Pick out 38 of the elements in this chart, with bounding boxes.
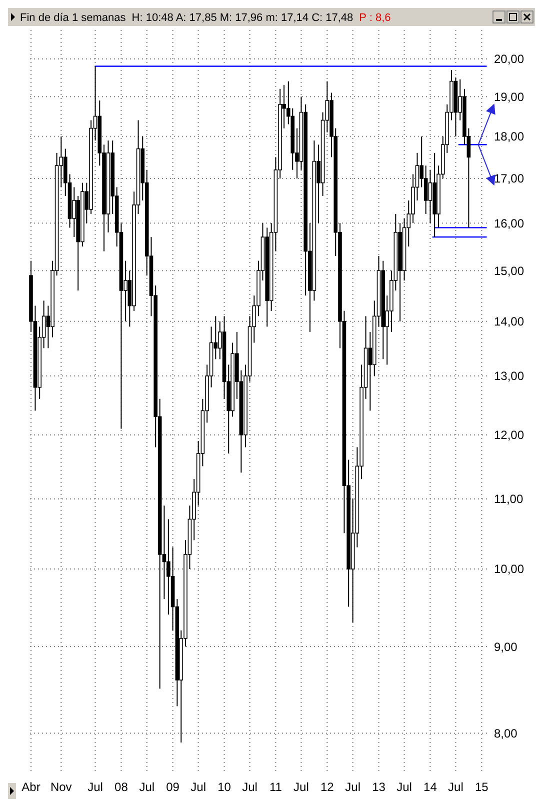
y-tick-label: 18,00 xyxy=(494,130,524,144)
x-tick-label: 11 xyxy=(269,780,282,794)
y-tick-label: 19,00 xyxy=(494,90,524,104)
y-tick-label: 17,00 xyxy=(494,172,524,186)
candlestick xyxy=(166,518,170,616)
candlestick xyxy=(428,169,432,224)
x-tick-label: Jul xyxy=(139,780,155,794)
y-tick-label: 10,00 xyxy=(494,562,524,576)
x-tick-label: 10 xyxy=(218,780,232,794)
x-tick-label: 09 xyxy=(166,780,180,794)
y-tick-label: 15,00 xyxy=(494,264,524,278)
y-tick-label: 20,00 xyxy=(494,52,524,66)
y-tick-label: 8,00 xyxy=(494,726,518,740)
x-tick-label: Nov xyxy=(50,780,72,794)
chart-subtitle: H: 10:48 A: 17,85 M: 17,96 m: 17,14 C: 17,48 xyxy=(132,12,354,24)
candlestick xyxy=(72,186,76,238)
text: P : 8,6 xyxy=(359,12,391,24)
y-tick-label: 11,00 xyxy=(494,492,524,506)
x-tick-label: Jul xyxy=(396,780,412,794)
x-tick-label: Jul xyxy=(190,780,206,794)
x-tick-label: Jul xyxy=(88,780,103,794)
chart-title: Fin de día 1 semanas xyxy=(20,12,126,24)
x-tick-label: Abr xyxy=(22,780,40,794)
x-tick-label: 14 xyxy=(424,780,438,794)
candlestick xyxy=(424,165,428,214)
y-tick-label: 12,00 xyxy=(494,428,524,442)
x-tick-label: 12 xyxy=(320,780,334,794)
y-tick-label: 9,00 xyxy=(494,640,518,654)
y-tick-label: 13,00 xyxy=(494,369,524,384)
y-tick-label: 14,00 xyxy=(494,314,524,329)
x-tick-label: Jul xyxy=(294,780,309,794)
x-tick-label: 13 xyxy=(372,780,386,794)
y-tick-label: 16,00 xyxy=(494,216,524,230)
x-tick-label: 15 xyxy=(474,780,489,794)
x-tick-label: Jul xyxy=(448,780,464,794)
x-tick-label: 08 xyxy=(114,780,128,794)
x-tick-label: Jul xyxy=(242,780,258,794)
x-tick-label: Jul xyxy=(345,780,360,794)
